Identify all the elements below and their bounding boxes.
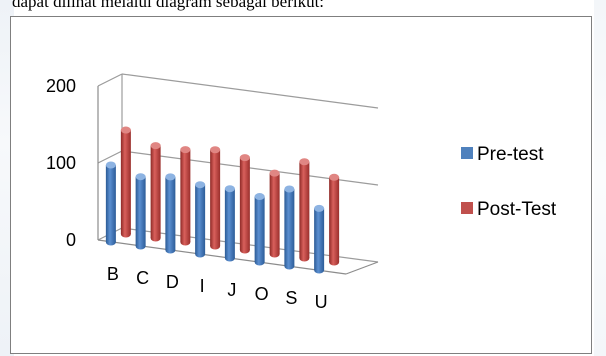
legend-swatch: [461, 147, 473, 159]
pre-test-bar-base: [254, 258, 265, 266]
pre-test-bar: [195, 184, 206, 254]
post-test-bar-base: [150, 234, 161, 242]
y-tick-label: 100: [46, 153, 76, 173]
pre-test-bar: [135, 176, 146, 246]
post-test-bar-top: [210, 146, 221, 154]
post-test-bar: [180, 149, 191, 242]
pre-test-bar-base: [314, 266, 325, 274]
y-tick-label: 200: [46, 76, 76, 96]
pre-test-bar: [105, 165, 116, 242]
post-test-bar-top: [329, 173, 340, 181]
post-test-bar: [329, 177, 340, 262]
y-tick-label: 0: [66, 230, 76, 250]
post-test-bar-base: [299, 254, 310, 262]
gridline: [121, 73, 379, 109]
pre-test-bar-top: [224, 185, 235, 193]
chart-legend: Pre-test Post-Test: [461, 144, 557, 220]
post-test-bar: [210, 149, 221, 246]
post-test-bar-top: [120, 126, 131, 134]
x-tick-label: S: [285, 288, 297, 308]
pre-test-bar: [284, 189, 295, 266]
post-test-bar: [150, 145, 161, 238]
pre-test-bar-top: [254, 193, 265, 201]
x-tick-label: C: [136, 268, 149, 288]
post-test-bar: [120, 130, 131, 234]
side-gridline: [97, 73, 123, 87]
x-tick-label: O: [255, 284, 269, 304]
pre-test-bar-top: [105, 161, 116, 169]
chart-bars: [105, 126, 340, 274]
post-test-bar-base: [180, 238, 191, 246]
pre-test-bar-base: [105, 238, 116, 246]
pre-test-bar-base: [195, 250, 206, 258]
x-tick-label: B: [107, 264, 119, 284]
post-test-bar-top: [299, 158, 310, 166]
post-test-bar-base: [329, 258, 340, 266]
side-gridline: [97, 150, 123, 164]
pre-test-bar-base: [165, 246, 176, 254]
post-test-bar-base: [120, 230, 131, 238]
pre-test-bar-top: [195, 181, 206, 189]
post-test-bar: [299, 161, 310, 258]
x-tick-label: U: [315, 292, 328, 312]
x-tick-label: D: [166, 272, 179, 292]
post-test-bar-base: [210, 242, 221, 250]
watermark-right: [594, 0, 606, 356]
chart-axes: 0 100 200 B C D I J O S U: [46, 76, 328, 312]
post-test-bar-top: [180, 146, 191, 154]
x-tick-label: I: [200, 276, 205, 296]
pre-test-bar: [314, 208, 325, 270]
pre-test-bar-base: [284, 262, 295, 270]
post-test-bar-base: [239, 246, 250, 254]
post-test-bar: [269, 173, 280, 254]
post-test-bar-top: [150, 142, 161, 150]
pre-test-bar-top: [314, 204, 325, 212]
pre-test-bar: [165, 176, 176, 250]
pre-test-bar-top: [284, 185, 295, 193]
legend-swatch: [461, 202, 473, 214]
pre-test-bar-top: [135, 173, 146, 181]
post-test-bar-top: [269, 169, 280, 177]
floor-right-edge: [345, 261, 379, 275]
post-test-bar-top: [239, 154, 250, 162]
legend-label: Post-Test: [477, 199, 557, 220]
pre-test-bar-base: [224, 254, 235, 262]
post-test-bar-base: [269, 250, 280, 258]
pre-test-bar-base: [135, 242, 146, 250]
pre-test-bar-top: [165, 173, 176, 181]
pre-test-bar: [224, 188, 235, 258]
intro-text: dapat dilihat melalui diagram sebagai be…: [12, 0, 325, 11]
post-test-bar: [239, 157, 250, 250]
pre-test-bar: [254, 196, 265, 262]
legend-label: Pre-test: [477, 144, 544, 165]
x-tick-label: J: [227, 280, 236, 300]
